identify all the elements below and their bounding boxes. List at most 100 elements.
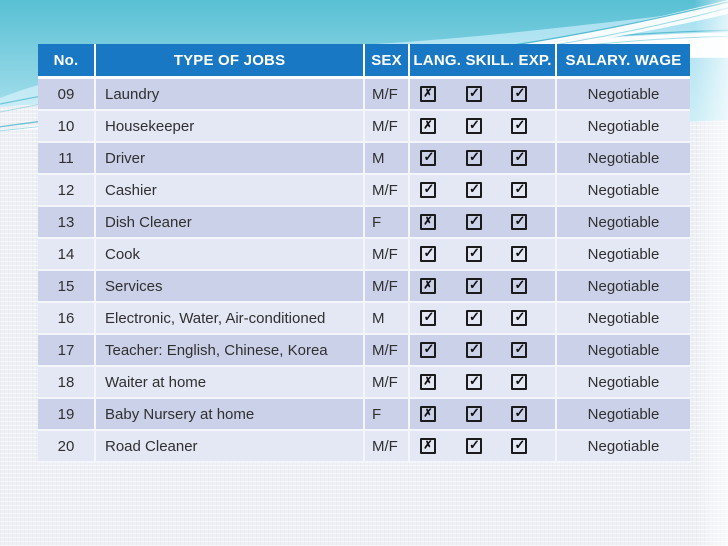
cell-salary: Negotiable [557,303,690,335]
table-row: 20 Road Cleaner M/F ✗ ✓ ✓ Negotiable [38,431,690,463]
cell-lang-skill-exp: ✓ ✓ ✓ [410,175,557,207]
cell-salary: Negotiable [557,143,690,175]
cell-lang-skill-exp: ✗ ✓ ✓ [410,79,557,111]
cell-lang-skill-exp: ✓ ✓ ✓ [410,143,557,175]
table-row: 11 Driver M ✓ ✓ ✓ Negotiable [38,143,690,175]
cell-sex: M/F [365,335,410,367]
checkbox-checked-icon: ✓ [465,438,482,454]
table-row: 14 Cook M/F ✓ ✓ ✓ Negotiable [38,239,690,271]
cell-salary: Negotiable [557,175,690,207]
col-header-lang-skill-exp: LANG. SKILL. EXP. [410,44,557,79]
cell-no: 09 [38,79,96,111]
checkbox-checked-icon: ✓ [465,182,482,198]
cell-salary: Negotiable [557,271,690,303]
cell-no: 16 [38,303,96,335]
checkbox-crossed-icon: ✗ [420,118,436,134]
checkbox-checked-icon: ✓ [465,374,482,390]
checkbox-crossed-icon: ✗ [420,374,436,390]
cell-lang-skill-exp: ✗ ✓ ✓ [410,367,557,399]
cell-lang-skill-exp: ✗ ✓ ✓ [410,431,557,463]
checkbox-checked-icon: ✓ [420,150,436,166]
col-header-jobs: TYPE OF JOBS [96,44,365,79]
table-row: 19 Baby Nursery at home F ✗ ✓ ✓ Negotiab… [38,399,690,431]
col-header-no: No. [38,44,96,79]
checkbox-crossed-icon: ✗ [420,86,436,102]
checkbox-group: ✓ ✓ ✓ [410,310,555,326]
cell-sex: F [365,207,410,239]
checkbox-group: ✓ ✓ ✓ [410,150,555,166]
table-row: 13 Dish Cleaner F ✗ ✓ ✓ Negotiable [38,207,690,239]
cell-sex: M/F [365,239,410,271]
cell-job: Housekeeper [96,111,365,143]
cell-salary: Negotiable [557,207,690,239]
checkbox-checked-icon: ✓ [420,246,436,262]
checkbox-group: ✗ ✓ ✓ [410,86,555,102]
table-row: 09 Laundry M/F ✗ ✓ ✓ Negotiable [38,79,690,111]
table-header-row: No. TYPE OF JOBS SEX LANG. SKILL. EXP. S… [38,44,690,79]
checkbox-crossed-icon: ✗ [420,278,436,294]
cell-lang-skill-exp: ✗ ✓ ✓ [410,271,557,303]
checkbox-group: ✗ ✓ ✓ [410,438,555,454]
cell-lang-skill-exp: ✓ ✓ ✓ [410,335,557,367]
cell-lang-skill-exp: ✗ ✓ ✓ [410,207,557,239]
cell-sex: M/F [365,79,410,111]
checkbox-group: ✗ ✓ ✓ [410,118,555,134]
cell-salary: Negotiable [557,111,690,143]
cell-salary: Negotiable [557,367,690,399]
checkbox-group: ✗ ✓ ✓ [410,374,555,390]
cell-sex: M [365,143,410,175]
checkbox-checked-icon: ✓ [465,214,482,230]
table-row: 10 Housekeeper M/F ✗ ✓ ✓ Negotiable [38,111,690,143]
cell-salary: Negotiable [557,239,690,271]
cell-job: Road Cleaner [96,431,365,463]
col-header-sex: SEX [365,44,410,79]
checkbox-group: ✓ ✓ ✓ [410,246,555,262]
table-row: 12 Cashier M/F ✓ ✓ ✓ Negotiable [38,175,690,207]
cell-no: 13 [38,207,96,239]
checkbox-checked-icon: ✓ [511,342,527,358]
cell-no: 18 [38,367,96,399]
cell-job: Laundry [96,79,365,111]
cell-no: 17 [38,335,96,367]
cell-sex: M/F [365,271,410,303]
checkbox-checked-icon: ✓ [420,182,436,198]
cell-job: Electronic, Water, Air-conditioned [96,303,365,335]
jobs-table: No. TYPE OF JOBS SEX LANG. SKILL. EXP. S… [38,44,690,463]
checkbox-checked-icon: ✓ [511,310,527,326]
checkbox-group: ✓ ✓ ✓ [410,182,555,198]
checkbox-checked-icon: ✓ [465,342,482,358]
checkbox-group: ✗ ✓ ✓ [410,214,555,230]
cell-job: Dish Cleaner [96,207,365,239]
checkbox-checked-icon: ✓ [465,246,482,262]
checkbox-checked-icon: ✓ [465,86,482,102]
checkbox-checked-icon: ✓ [511,374,527,390]
checkbox-checked-icon: ✓ [511,214,527,230]
cell-job: Teacher: English, Chinese, Korea [96,335,365,367]
checkbox-checked-icon: ✓ [511,438,527,454]
checkbox-checked-icon: ✓ [420,310,436,326]
checkbox-group: ✗ ✓ ✓ [410,406,555,422]
cell-job: Baby Nursery at home [96,399,365,431]
cell-no: 15 [38,271,96,303]
checkbox-crossed-icon: ✗ [420,214,436,230]
cell-salary: Negotiable [557,79,690,111]
col-header-salary: SALARY. WAGE [557,44,690,79]
cell-salary: Negotiable [557,335,690,367]
checkbox-group: ✓ ✓ ✓ [410,342,555,358]
checkbox-checked-icon: ✓ [465,310,482,326]
cell-no: 14 [38,239,96,271]
table-row: 18 Waiter at home M/F ✗ ✓ ✓ Negotiable [38,367,690,399]
cell-job: Cook [96,239,365,271]
cell-lang-skill-exp: ✗ ✓ ✓ [410,399,557,431]
checkbox-checked-icon: ✓ [511,246,527,262]
cell-no: 11 [38,143,96,175]
cell-job: Services [96,271,365,303]
checkbox-checked-icon: ✓ [511,278,527,294]
cell-lang-skill-exp: ✓ ✓ ✓ [410,303,557,335]
cell-lang-skill-exp: ✗ ✓ ✓ [410,111,557,143]
checkbox-checked-icon: ✓ [511,182,527,198]
checkbox-checked-icon: ✓ [420,342,436,358]
cell-sex: M/F [365,367,410,399]
cell-job: Cashier [96,175,365,207]
cell-salary: Negotiable [557,431,690,463]
